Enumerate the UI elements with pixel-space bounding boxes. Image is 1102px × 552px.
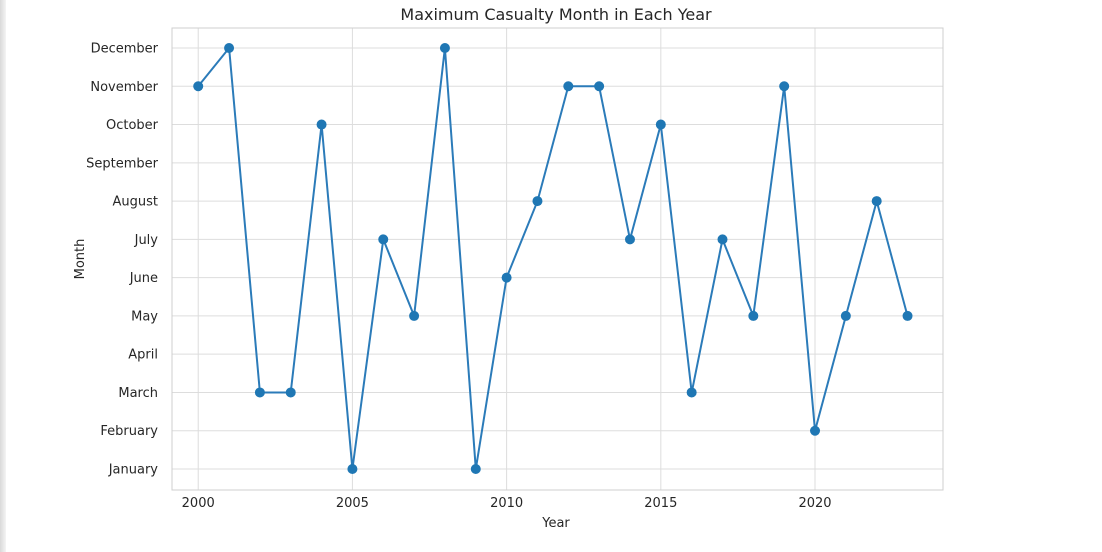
data-point-2013 — [594, 81, 605, 92]
data-point-2006 — [378, 234, 389, 245]
data-point-2019 — [779, 81, 790, 92]
data-point-2000 — [193, 81, 204, 92]
x-tick-label: 2015 — [644, 496, 677, 511]
y-tick-label: April — [128, 348, 158, 363]
data-point-2016 — [686, 387, 697, 398]
data-point-2002 — [254, 387, 265, 398]
y-tick-labels: January February March April May June July Augu… — [86, 42, 159, 478]
data-point-2020 — [810, 425, 821, 436]
y-axis-label: Month — [73, 239, 88, 280]
plot-frame — [171, 27, 944, 491]
grid — [172, 28, 943, 490]
data-point-2004 — [316, 119, 327, 130]
x-tick-label: 2000 — [182, 496, 215, 511]
y-tick-label: May — [131, 309, 158, 324]
data-point-2010 — [501, 272, 512, 283]
data-point-2014 — [624, 234, 635, 245]
series-line — [197, 45, 909, 470]
y-tick-label: February — [100, 424, 158, 439]
x-tick-labels: 2000 2005 2010 2015 2020 — [182, 496, 832, 511]
data-point-2023 — [902, 310, 913, 321]
window-left-edge — [0, 0, 6, 552]
data-point-2021 — [840, 310, 851, 321]
data-point-2015 — [655, 119, 666, 130]
x-tick-label: 2005 — [336, 496, 369, 511]
x-tick-label: 2020 — [798, 496, 831, 511]
y-tick-label: August — [113, 195, 159, 210]
y-tick-label: July — [134, 233, 159, 248]
y-tick-label: November — [90, 80, 158, 95]
chart-title: Maximum Casualty Month in Each Year — [400, 5, 712, 24]
y-tick-label: March — [118, 386, 158, 401]
data-point-2011 — [532, 196, 543, 207]
data-point-2007 — [409, 310, 420, 321]
data-point-2018 — [748, 310, 759, 321]
data-point-2009 — [470, 464, 481, 474]
data-point-2008 — [439, 43, 450, 53]
data-point-2005 — [347, 464, 358, 474]
y-tick-label: June — [129, 271, 158, 286]
y-tick-label: September — [86, 156, 159, 171]
y-tick-label: December — [91, 42, 159, 57]
y-tick-label: October — [106, 118, 159, 133]
data-point-2022 — [871, 196, 882, 207]
x-axis-label: Year — [541, 516, 570, 531]
data-point-2012 — [563, 81, 574, 92]
data-point-2001 — [224, 43, 235, 53]
y-tick-label: January — [108, 463, 159, 478]
data-point-2003 — [285, 387, 296, 398]
x-tick-label: 2010 — [490, 496, 523, 511]
series-markers — [193, 43, 913, 474]
data-point-2017 — [717, 234, 728, 245]
